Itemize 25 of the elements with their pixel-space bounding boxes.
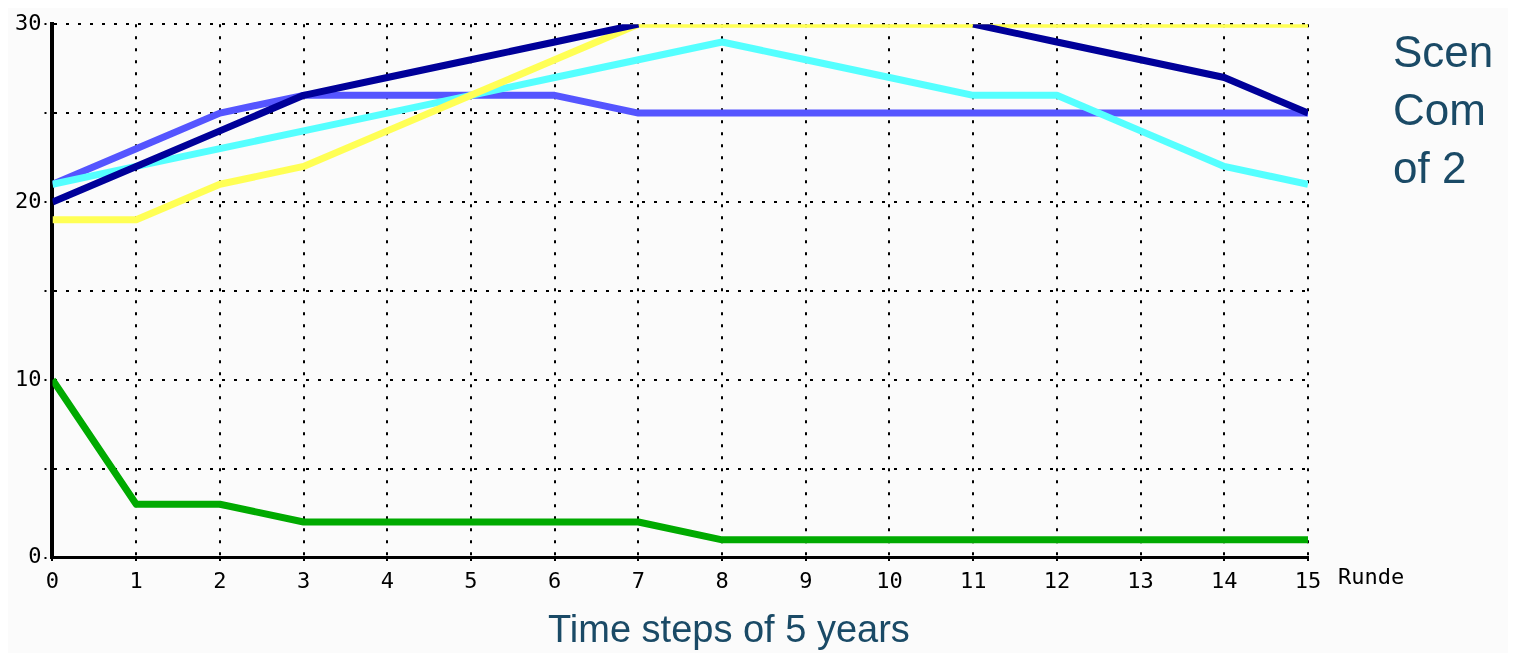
x-tick-label: 10 bbox=[876, 567, 903, 593]
text: of 2 bbox=[1393, 142, 1468, 194]
x-tick-label: 13 bbox=[1127, 567, 1154, 593]
x-tick-label: 9 bbox=[799, 567, 813, 593]
x-tick-label: 15 bbox=[1294, 567, 1322, 593]
x-tick-label: 8 bbox=[715, 567, 729, 593]
x-tick-label: 14 bbox=[1211, 567, 1238, 593]
x-tick-label: 2 bbox=[213, 567, 227, 593]
x-tick-label: 1 bbox=[129, 567, 143, 593]
y-tick-label: 0 bbox=[28, 543, 42, 569]
text: Time steps of 5 years bbox=[548, 608, 910, 651]
y-tick-label: 30 bbox=[14, 9, 42, 35]
x-tick-label: 7 bbox=[631, 567, 646, 593]
x-tick-label: 12 bbox=[1043, 567, 1071, 593]
x-tick-label: 11 bbox=[959, 567, 987, 593]
x-axis-title: Runde bbox=[1338, 564, 1405, 590]
x-tick-label: 0 bbox=[45, 567, 60, 593]
x-tick-label: 4 bbox=[380, 567, 394, 593]
text: Scen bbox=[1393, 26, 1494, 78]
x-tick-label: 3 bbox=[296, 567, 311, 593]
x-tick-label: 6 bbox=[548, 567, 562, 593]
y-tick-label: 20 bbox=[14, 187, 42, 213]
x-tick-label: 5 bbox=[464, 567, 478, 593]
text: Com bbox=[1393, 84, 1487, 136]
y-tick-label: 10 bbox=[14, 365, 42, 391]
